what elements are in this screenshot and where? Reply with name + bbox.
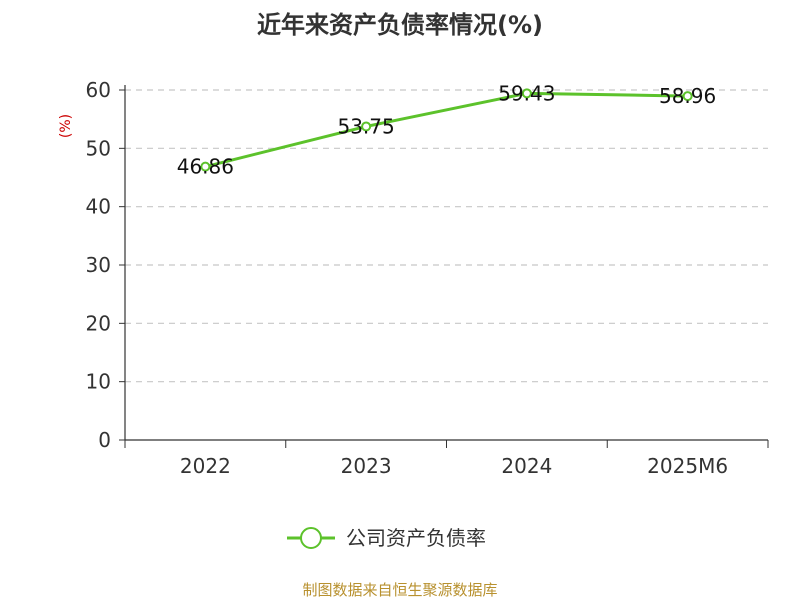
data-point [682, 91, 693, 102]
x-tick-label: 2024 [501, 454, 552, 478]
data-label: 46.86 [177, 155, 234, 179]
data-point [521, 88, 532, 99]
data-label: 59.43 [498, 81, 555, 105]
grid-lines [125, 89, 768, 383]
axes [119, 85, 769, 448]
y-tick-label: 60 [86, 78, 111, 102]
tick-labels: 0 10 20 30 40 50 60 2022 2023 2024 2025M6 [86, 78, 729, 478]
y-tick-label: 0 [98, 428, 111, 452]
y-tick-label: 20 [86, 311, 111, 335]
y-tick-label: 40 [86, 195, 111, 219]
x-tick-label: 2023 [341, 454, 392, 478]
legend: 公司资产负债率 [287, 526, 486, 550]
y-tick-label: 10 [86, 370, 111, 394]
legend-label: 公司资产负债率 [346, 526, 486, 550]
x-tick-label: 2025M6 [647, 454, 728, 478]
series-line [205, 91, 688, 169]
y-tick-label: 50 [86, 136, 111, 160]
legend-marker [300, 527, 322, 549]
y-tick-label: 30 [86, 253, 111, 277]
data-point [200, 161, 211, 172]
source-note: 制图数据来自恒生聚源数据库 [302, 581, 497, 599]
data-label: 53.75 [337, 114, 394, 138]
data-point [361, 121, 372, 132]
data-label: 58.96 [659, 84, 716, 108]
series-group: 46.86 53.75 59.43 58.96 [177, 81, 717, 178]
y-axis-label: (%) [58, 114, 74, 138]
chart-title: 近年来资产负债率情况(%) [257, 11, 543, 39]
x-tick-label: 2022 [180, 454, 231, 478]
